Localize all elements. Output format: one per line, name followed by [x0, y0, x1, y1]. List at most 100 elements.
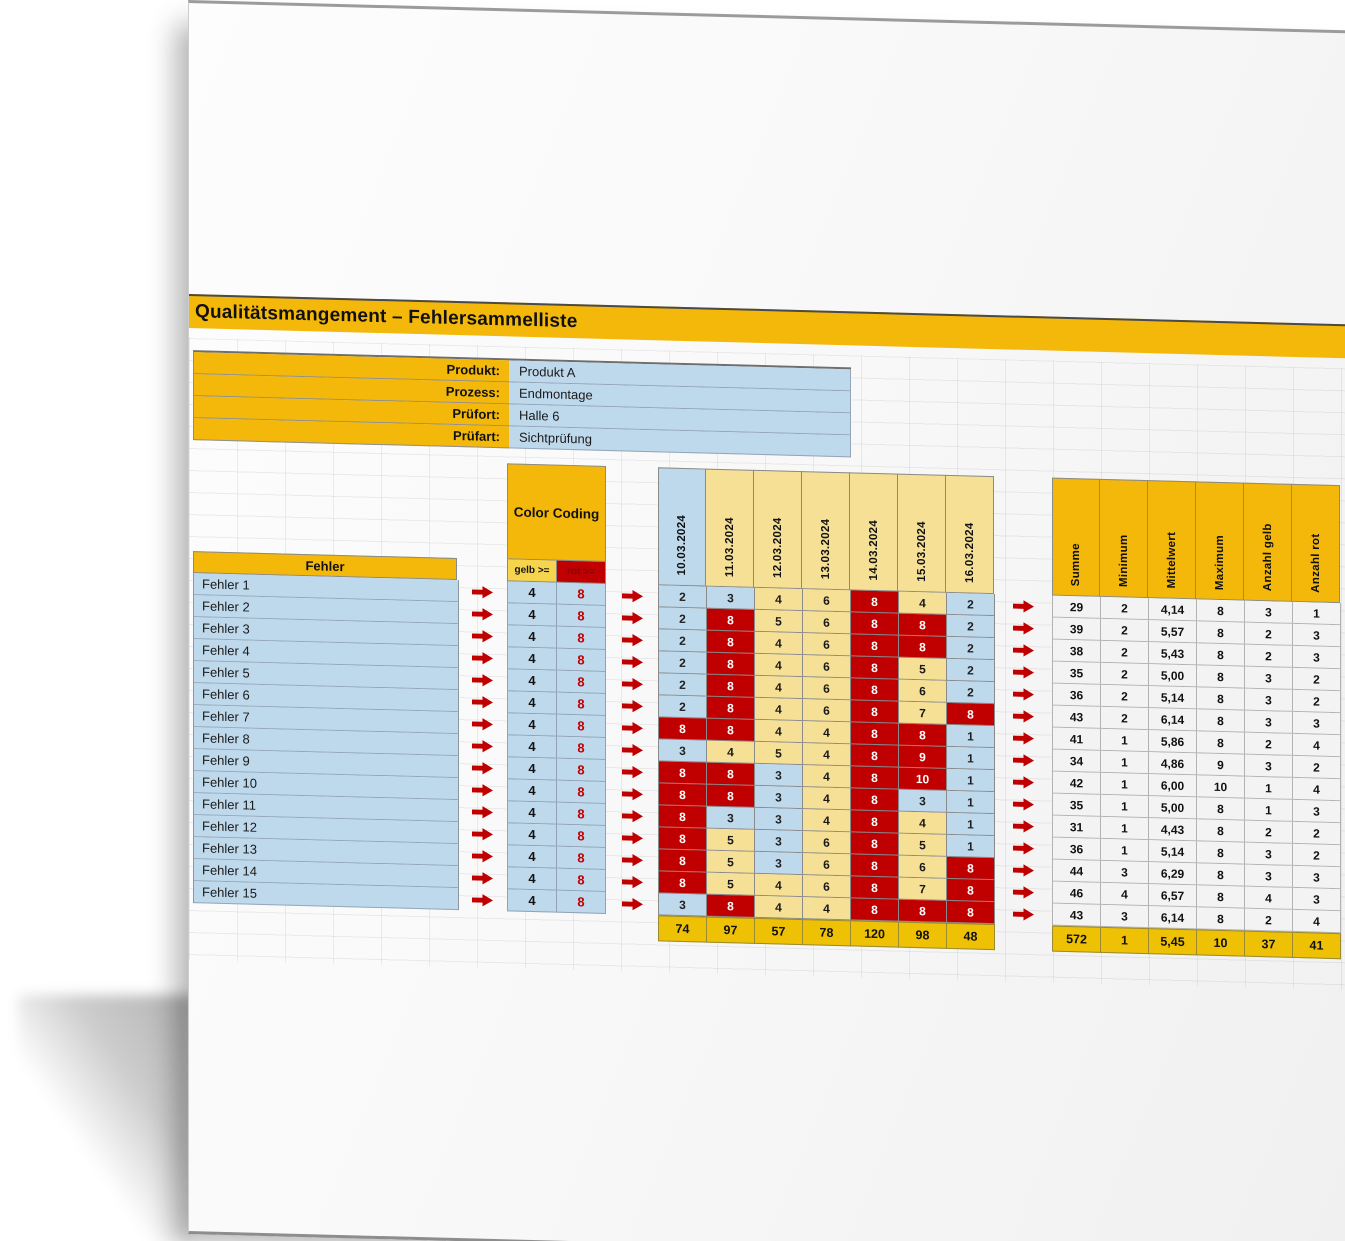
- data-cell[interactable]: 4: [755, 719, 803, 744]
- data-cell[interactable]: 4: [755, 873, 803, 898]
- data-cell[interactable]: 6: [803, 633, 851, 657]
- data-cell[interactable]: 8: [851, 876, 899, 900]
- data-cell[interactable]: 5: [707, 828, 755, 852]
- data-cell[interactable]: 8: [851, 612, 899, 636]
- data-cell[interactable]: 8: [851, 766, 899, 790]
- gelb-threshold-cell[interactable]: 4: [507, 647, 557, 671]
- data-cell[interactable]: 8: [659, 827, 707, 851]
- data-cell[interactable]: 4: [899, 811, 947, 835]
- rot-threshold-cell[interactable]: 8: [557, 846, 606, 870]
- data-cell[interactable]: 2: [947, 592, 995, 617]
- data-cell[interactable]: 8: [707, 608, 755, 632]
- gelb-threshold-cell[interactable]: 4: [507, 735, 557, 759]
- data-cell[interactable]: 4: [803, 809, 851, 833]
- data-cell[interactable]: 8: [851, 832, 899, 856]
- data-cell[interactable]: 7: [899, 701, 947, 725]
- data-cell[interactable]: 5: [755, 609, 803, 634]
- data-cell[interactable]: 8: [947, 900, 995, 925]
- data-cell[interactable]: 6: [803, 831, 851, 855]
- data-cell[interactable]: 3: [707, 586, 755, 610]
- gelb-threshold-cell[interactable]: 4: [507, 757, 557, 781]
- data-cell[interactable]: 6: [803, 611, 851, 635]
- data-cell[interactable]: 8: [707, 696, 755, 720]
- rot-threshold-cell[interactable]: 8: [557, 890, 606, 914]
- data-cell[interactable]: 8: [659, 871, 707, 895]
- data-cell[interactable]: 5: [707, 850, 755, 874]
- data-cell[interactable]: 8: [851, 656, 899, 680]
- data-cell[interactable]: 6: [899, 679, 947, 703]
- rot-threshold-cell[interactable]: 8: [557, 648, 606, 672]
- data-cell[interactable]: 3: [659, 739, 707, 763]
- data-cell[interactable]: 3: [707, 806, 755, 830]
- data-cell[interactable]: 5: [707, 872, 755, 896]
- rot-threshold-cell[interactable]: 8: [557, 802, 606, 826]
- data-cell[interactable]: 4: [755, 653, 803, 678]
- rot-threshold-cell[interactable]: 8: [557, 714, 606, 738]
- data-cell[interactable]: 4: [899, 591, 947, 615]
- data-cell[interactable]: 6: [899, 855, 947, 879]
- data-cell[interactable]: 3: [755, 829, 803, 854]
- gelb-threshold-cell[interactable]: 4: [507, 889, 557, 913]
- data-cell[interactable]: 4: [707, 740, 755, 764]
- data-cell[interactable]: 8: [707, 630, 755, 654]
- data-cell[interactable]: 1: [947, 746, 995, 771]
- data-cell[interactable]: 8: [851, 722, 899, 746]
- data-cell[interactable]: 4: [755, 697, 803, 722]
- data-cell[interactable]: 8: [851, 744, 899, 768]
- data-cell[interactable]: 8: [659, 783, 707, 807]
- data-cell[interactable]: 8: [851, 898, 899, 922]
- gelb-threshold-cell[interactable]: 4: [507, 625, 557, 649]
- data-cell[interactable]: 8: [851, 854, 899, 878]
- data-cell[interactable]: 2: [659, 607, 707, 631]
- data-cell[interactable]: 6: [803, 699, 851, 723]
- data-cell[interactable]: 8: [947, 702, 995, 727]
- data-cell[interactable]: 7: [899, 877, 947, 901]
- data-cell[interactable]: 6: [803, 875, 851, 899]
- data-cell[interactable]: 2: [947, 636, 995, 661]
- data-cell[interactable]: 2: [659, 695, 707, 719]
- data-cell[interactable]: 8: [707, 894, 755, 918]
- data-cell[interactable]: 8: [851, 700, 899, 724]
- gelb-threshold-cell[interactable]: 4: [507, 801, 557, 825]
- data-cell[interactable]: 4: [755, 675, 803, 700]
- gelb-threshold-cell[interactable]: 4: [507, 823, 557, 847]
- data-cell[interactable]: 8: [899, 613, 947, 637]
- gelb-threshold-cell[interactable]: 4: [507, 603, 557, 627]
- data-cell[interactable]: 8: [659, 717, 707, 741]
- data-cell[interactable]: 8: [899, 899, 947, 923]
- data-cell[interactable]: 8: [851, 788, 899, 812]
- rot-threshold-cell[interactable]: 8: [557, 780, 606, 804]
- rot-threshold-cell[interactable]: 8: [557, 626, 606, 650]
- data-cell[interactable]: 2: [659, 585, 707, 609]
- rot-threshold-cell[interactable]: 8: [557, 868, 606, 892]
- data-cell[interactable]: 10: [899, 767, 947, 791]
- data-cell[interactable]: 8: [899, 635, 947, 659]
- data-cell[interactable]: 8: [707, 762, 755, 786]
- data-cell[interactable]: 2: [659, 629, 707, 653]
- data-cell[interactable]: 8: [707, 652, 755, 676]
- data-cell[interactable]: 5: [899, 657, 947, 681]
- data-cell[interactable]: 2: [947, 680, 995, 705]
- gelb-threshold-cell[interactable]: 4: [507, 581, 557, 605]
- data-cell[interactable]: 6: [803, 655, 851, 679]
- data-cell[interactable]: 2: [947, 614, 995, 639]
- data-cell[interactable]: 6: [803, 853, 851, 877]
- data-cell[interactable]: 1: [947, 812, 995, 837]
- data-cell[interactable]: 8: [659, 805, 707, 829]
- data-cell[interactable]: 9: [899, 745, 947, 769]
- rot-threshold-cell[interactable]: 8: [557, 604, 606, 628]
- data-cell[interactable]: 4: [803, 721, 851, 745]
- gelb-threshold-cell[interactable]: 4: [507, 691, 557, 715]
- rot-threshold-cell[interactable]: 8: [557, 824, 606, 848]
- data-cell[interactable]: 4: [755, 895, 803, 920]
- data-cell[interactable]: 8: [707, 718, 755, 742]
- gelb-threshold-cell[interactable]: 4: [507, 867, 557, 891]
- data-cell[interactable]: 8: [659, 849, 707, 873]
- data-cell[interactable]: 8: [659, 761, 707, 785]
- data-cell[interactable]: 5: [899, 833, 947, 857]
- data-cell[interactable]: 8: [947, 856, 995, 881]
- data-cell[interactable]: 8: [899, 723, 947, 747]
- data-cell[interactable]: 3: [755, 851, 803, 876]
- gelb-threshold-cell[interactable]: 4: [507, 669, 557, 693]
- gelb-threshold-cell[interactable]: 4: [507, 779, 557, 803]
